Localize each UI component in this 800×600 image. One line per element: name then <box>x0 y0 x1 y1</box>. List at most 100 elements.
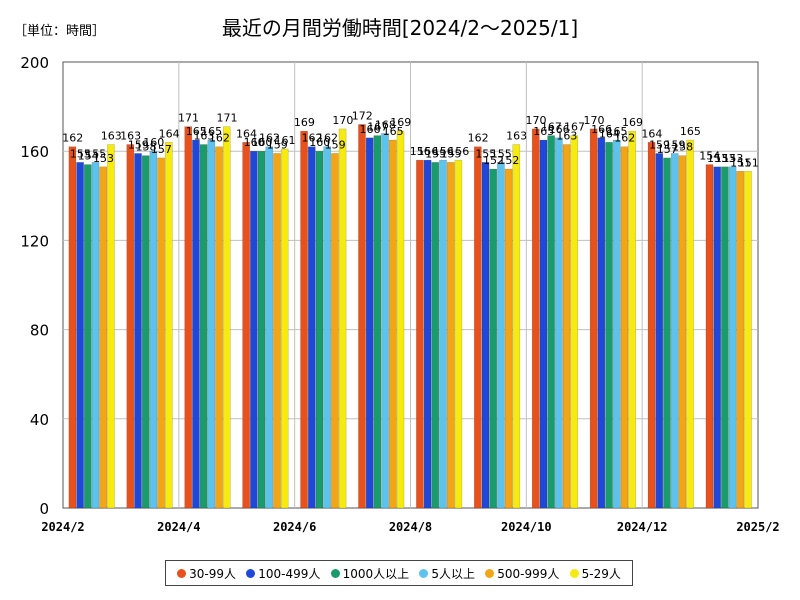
data-label: 165 <box>607 125 628 138</box>
legend-marker <box>246 568 256 578</box>
bar <box>165 142 173 509</box>
data-label: 155 <box>491 147 512 160</box>
chart-legend: 30-99人 100-499人 1000人以上 5人以上 500-999人 5-29人 <box>165 560 633 586</box>
y-tick-label: 120 <box>20 232 49 250</box>
data-label: 171 <box>217 112 238 125</box>
data-label: 162 <box>614 132 635 145</box>
bar <box>222 126 231 509</box>
bar <box>207 139 216 509</box>
y-tick-label: 40 <box>30 411 49 429</box>
data-label: 159 <box>325 138 346 151</box>
data-label: 157 <box>151 143 172 156</box>
data-label: 151 <box>738 156 759 169</box>
bar <box>539 139 548 509</box>
data-label: 166 <box>549 123 570 136</box>
data-label: 170 <box>332 114 353 127</box>
legend-item: 500-999人 <box>485 565 559 582</box>
bar <box>365 137 374 509</box>
legend-label: 1000人以上 <box>342 566 410 581</box>
bar <box>388 139 397 509</box>
y-tick-label: 160 <box>20 143 49 161</box>
data-label: 155 <box>441 147 462 160</box>
data-label: 165 <box>186 125 207 138</box>
unit-label: ［単位：時間］ <box>14 24 106 39</box>
data-label: 159 <box>267 138 288 151</box>
bar <box>315 150 324 509</box>
legend-label: 30-99人 <box>189 566 236 581</box>
bar <box>280 148 289 509</box>
bar <box>686 139 694 509</box>
bar <box>531 128 540 509</box>
bar <box>157 157 165 509</box>
bar <box>273 153 281 509</box>
data-label: 165 <box>680 125 701 138</box>
data-label: 162 <box>317 132 338 145</box>
bar <box>628 130 636 509</box>
bar <box>192 139 200 509</box>
legend-item: 1000人以上 <box>330 565 410 582</box>
data-label: 156 <box>410 145 431 158</box>
data-label: 159 <box>649 138 670 151</box>
data-label: 166 <box>359 123 380 136</box>
bar <box>547 135 555 509</box>
data-label: 162 <box>302 132 323 145</box>
data-label: 155 <box>85 147 106 160</box>
data-label: 163 <box>120 130 141 143</box>
legend-label: 500-999人 <box>497 566 560 581</box>
x-tick-label: 2024/8 <box>389 520 432 534</box>
y-tick-label: 200 <box>20 54 49 72</box>
bar <box>323 146 331 509</box>
data-label: 163 <box>193 130 214 143</box>
bar <box>570 135 579 509</box>
bar <box>721 166 729 509</box>
bar <box>134 153 142 509</box>
data-label: 167 <box>541 121 562 134</box>
data-label: 160 <box>244 136 265 149</box>
legend-marker <box>419 568 429 578</box>
data-label: 154 <box>78 150 99 163</box>
data-label: 170 <box>583 114 604 127</box>
bar <box>423 159 432 509</box>
data-label: 167 <box>564 121 585 134</box>
bar <box>620 146 629 509</box>
data-label: 169 <box>294 116 315 129</box>
data-label: 160 <box>251 136 272 149</box>
bar <box>678 155 687 509</box>
data-label: 164 <box>236 127 257 140</box>
data-label: 162 <box>468 132 489 145</box>
data-label: 172 <box>352 109 373 122</box>
data-label: 169 <box>390 116 411 129</box>
bar <box>373 135 382 509</box>
x-tick-label: 2024/10 <box>501 520 552 534</box>
data-label: 153 <box>93 152 114 165</box>
data-label: 153 <box>715 152 736 165</box>
bar <box>605 142 613 509</box>
data-label: 171 <box>178 112 199 125</box>
bar <box>647 142 656 509</box>
bar <box>597 137 606 509</box>
bar <box>84 164 92 509</box>
legend-marker <box>177 568 187 578</box>
data-label: 154 <box>699 150 720 163</box>
data-label: 158 <box>672 141 693 154</box>
bar <box>728 166 737 509</box>
data-label: 153 <box>707 152 728 165</box>
bar <box>454 159 463 509</box>
bar <box>250 150 258 509</box>
data-label: 168 <box>375 118 396 131</box>
data-label: 160 <box>309 136 330 149</box>
legend-marker <box>485 568 495 578</box>
data-label: 167 <box>367 121 388 134</box>
bar <box>396 130 405 509</box>
chart-title: 最近の月間労働時間[2024/2〜2025/1] <box>221 16 579 40</box>
data-label: 164 <box>641 127 662 140</box>
bar <box>744 171 752 509</box>
bar <box>381 133 389 509</box>
data-label: 170 <box>526 114 547 127</box>
legend-label: 5人以上 <box>431 566 476 581</box>
bar <box>358 124 366 509</box>
bar <box>242 142 250 509</box>
bar <box>338 128 347 509</box>
legend-marker <box>330 568 340 578</box>
x-tick-label: 2024/6 <box>273 520 316 534</box>
